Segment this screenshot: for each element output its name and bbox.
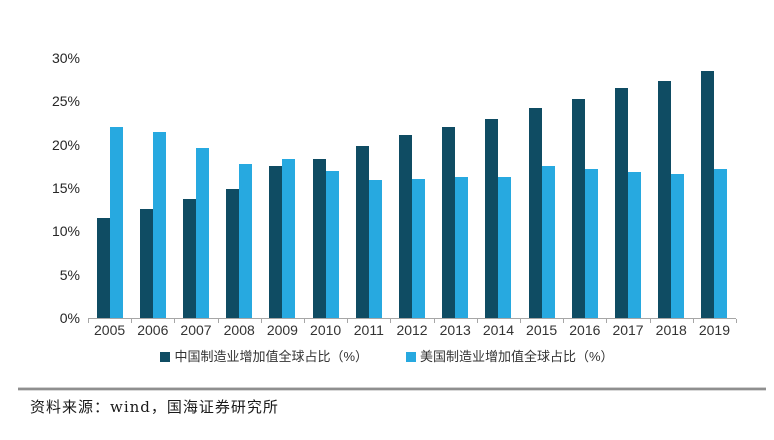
bar-group-2008	[218, 58, 262, 323]
x-tick-label-2008: 2008	[223, 322, 255, 338]
x-tick-label-2013: 2013	[439, 322, 471, 338]
bar-china-2014	[485, 118, 499, 318]
x-tick-label-2019: 2019	[698, 322, 731, 338]
bar-china-2013	[442, 127, 456, 318]
bar-usa-2011	[368, 180, 382, 318]
bar-china-2008	[226, 188, 240, 318]
source-text: 资料来源：wind，国海证券研究所	[30, 398, 279, 416]
x-axis-tick	[692, 319, 694, 323]
y-tick-label: 30%	[51, 50, 80, 66]
legend-item-china: 中国制造业增加值全球占比（%）	[160, 349, 368, 365]
bar-usa-2019	[714, 168, 728, 318]
bar-usa-2014	[498, 176, 512, 318]
bar-usa-2016	[584, 168, 598, 318]
bar-group-2010	[304, 58, 349, 323]
bar-group-2016	[563, 58, 608, 323]
x-axis-tick	[304, 319, 306, 323]
bar-china-2012	[399, 135, 413, 318]
y-tick-label: 5%	[59, 266, 80, 283]
y-tick-label: 20%	[51, 136, 80, 153]
bar-usa-2006	[152, 131, 166, 318]
legend-label-china: 中国制造业增加值全球占比（%）	[174, 349, 368, 364]
y-tick-label: 25%	[51, 93, 80, 110]
x-tick-label-2014: 2014	[482, 322, 514, 338]
x-axis-tick	[390, 319, 392, 323]
bar-china-2018	[658, 81, 672, 318]
x-tick-label-2011: 2011	[353, 322, 384, 338]
bar-group-2005	[88, 58, 133, 323]
bar-group-2015	[520, 58, 565, 323]
legend-swatch-china	[160, 352, 171, 362]
bar-group-2006	[131, 58, 176, 323]
x-tick-label-2007: 2007	[180, 322, 212, 338]
bar-china-2006	[139, 208, 153, 318]
bar-usa-2008	[239, 163, 253, 318]
legend-item-usa: 美国制造业增加值全球占比（%）	[406, 349, 614, 365]
x-axis-labels: 2005 2006 2007 2008 2009 2010 2011 2012 2013 2014…	[88, 322, 736, 339]
footer-divider	[18, 387, 766, 391]
y-tick-label: 15%	[51, 180, 80, 196]
x-tick-label-2010: 2010	[310, 322, 342, 338]
x-tick-label-2009: 2009	[266, 322, 298, 338]
x-tick-label-2017: 2017	[612, 322, 644, 338]
bar-group-2012	[390, 58, 435, 323]
x-axis-tick	[649, 319, 651, 323]
x-tick-label-2012: 2012	[396, 322, 428, 338]
x-tick-label-2006: 2006	[137, 322, 169, 338]
bar-usa-2010	[325, 170, 339, 318]
y-tick-label: 0%	[59, 310, 80, 326]
x-axis-tick	[131, 319, 133, 323]
bar-group-2019	[693, 58, 738, 323]
bar-china-2007	[183, 199, 196, 318]
bar-group-2018	[650, 58, 694, 323]
bar-group-2014	[477, 58, 522, 323]
bar-usa-2018	[671, 174, 685, 318]
x-axis-tick	[606, 319, 608, 323]
bar-usa-2015	[541, 165, 555, 318]
bar-china-2015	[528, 108, 542, 318]
x-tick-label-2018: 2018	[655, 322, 687, 338]
bar-china-2019	[701, 71, 715, 318]
bar-group-2017	[606, 58, 651, 323]
bar-usa-2013	[455, 176, 469, 318]
bar-groups	[88, 58, 738, 323]
bar-china-2011	[355, 146, 369, 318]
bar-china-2010	[312, 158, 326, 318]
legend-swatch-usa	[406, 352, 416, 362]
bar-china-2005	[96, 217, 110, 318]
x-axis-tick	[433, 319, 435, 323]
x-axis-tick	[217, 319, 219, 323]
x-axis-tick	[347, 319, 349, 323]
bar-china-2009	[269, 166, 283, 318]
x-axis-tick	[520, 319, 522, 323]
x-tick-label-2016: 2016	[569, 322, 601, 338]
bar-usa-2005	[109, 127, 123, 318]
legend-label-usa: 美国制造业增加值全球占比（%）	[420, 349, 614, 364]
bar-group-2007	[174, 58, 219, 323]
x-tick-label-2015: 2015	[526, 322, 558, 338]
plot-area	[88, 58, 738, 323]
bar-china-2016	[571, 98, 585, 318]
x-axis-tick	[476, 319, 478, 323]
chart-legend: 中国制造业增加值全球占比（%） 美国制造业增加值全球占比（%）	[0, 349, 774, 365]
x-axis-tick	[174, 319, 176, 323]
x-axis-tick	[736, 319, 738, 323]
bar-usa-2009	[282, 158, 296, 318]
bar-usa-2017	[628, 172, 642, 318]
y-tick-label: 10%	[51, 223, 80, 240]
x-axis-tick	[88, 319, 89, 323]
bar-usa-2012	[412, 178, 426, 318]
bar-usa-2007	[196, 148, 209, 318]
bar-china-2017	[615, 88, 629, 318]
bar-group-2009	[261, 58, 306, 323]
x-axis-tick	[563, 319, 565, 323]
x-axis-tick	[260, 319, 262, 323]
x-tick-label-2005: 2005	[94, 322, 126, 338]
bar-group-2011	[347, 58, 392, 323]
bar-group-2013	[434, 58, 478, 323]
